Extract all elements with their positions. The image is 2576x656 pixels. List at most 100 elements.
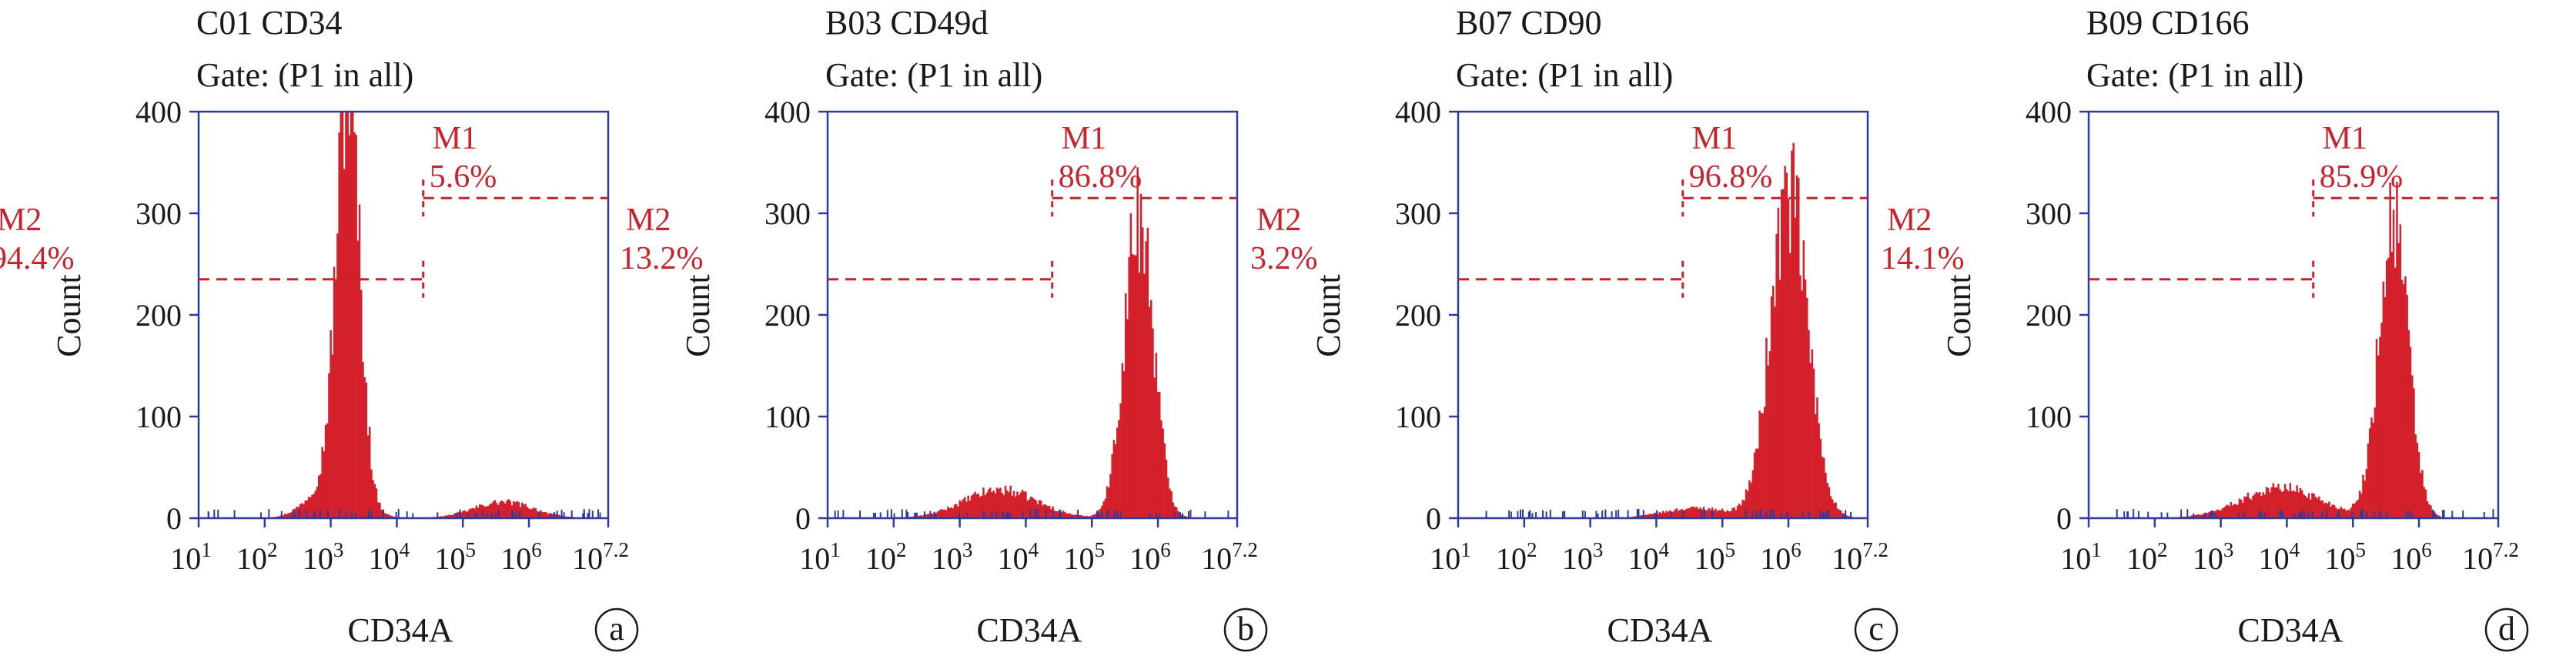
histogram-bar [1657, 514, 1659, 518]
histogram-bar [1026, 500, 1029, 518]
histogram-bar [1832, 499, 1834, 518]
histogram-bar [985, 492, 989, 518]
histogram-bar [2189, 516, 2192, 518]
histogram-bar [1086, 515, 1088, 518]
histogram-bar [543, 512, 546, 518]
histogram-bar [301, 503, 303, 518]
histogram-bar [509, 500, 512, 518]
y-tick-label: 400 [1395, 95, 1441, 129]
histogram-bar [548, 513, 550, 518]
histogram-bar [530, 509, 532, 518]
histogram-bar [307, 497, 310, 518]
histogram-bar [358, 204, 361, 518]
histogram-bar [1647, 514, 1649, 518]
histogram-bar [296, 506, 298, 518]
x-tick-base: 10 [1832, 541, 1862, 576]
histogram-bar [1184, 516, 1186, 518]
histogram-bar [979, 497, 982, 518]
histogram-bar [304, 500, 306, 518]
panel-title: B07 CD90 [1456, 4, 1601, 42]
x-tick-exponent: 4 [1659, 538, 1670, 561]
histogram-bar [1015, 496, 1017, 518]
histogram-bar [451, 514, 454, 518]
x-tick-exponent: 1 [2091, 538, 2102, 561]
histogram-bar [1150, 300, 1153, 518]
x-tick-base: 10 [500, 541, 531, 576]
histogram-bar [380, 510, 383, 518]
histogram-bar [2323, 503, 2326, 518]
y-tick-label: 100 [135, 400, 182, 434]
histogram-bar [1057, 510, 1059, 518]
histogram-bar [1781, 189, 1783, 518]
histogram-bar [947, 507, 949, 518]
histogram-bar [340, 112, 343, 518]
histogram-bar [331, 354, 334, 518]
histogram-bar [1122, 371, 1126, 518]
panel-title: C01 CD34 [196, 4, 342, 42]
histogram-bar [1023, 491, 1025, 518]
histogram-bar [487, 505, 490, 518]
histogram-bar [2403, 284, 2405, 518]
histogram-bar [313, 494, 315, 518]
histogram-bar [1148, 306, 1151, 518]
histogram-bar [2360, 493, 2363, 518]
x-tick-exponent: 1 [201, 538, 212, 561]
histogram-bar [1681, 509, 1683, 518]
histogram-bar [489, 504, 491, 518]
histogram-bar [1736, 505, 1739, 518]
y-tick-label: 300 [1395, 196, 1441, 231]
x-tick-label: 102 [1496, 538, 1537, 576]
histogram-bar [1696, 507, 1698, 518]
histogram-bar [547, 514, 549, 518]
histogram-bar [507, 499, 510, 518]
histogram-bar [2246, 492, 2250, 518]
histogram-bar [2259, 492, 2261, 518]
histogram-bar [2196, 514, 2199, 518]
panel-letter: b [1237, 610, 1254, 648]
x-tick-base: 10 [369, 541, 400, 576]
histogram-bar [1169, 488, 1171, 518]
y-tick-label: 100 [764, 400, 811, 434]
histogram-bar [1733, 507, 1735, 518]
histogram-bar [2280, 491, 2283, 518]
x-tick-label: 107.2 [572, 538, 629, 576]
histogram-bar [1108, 487, 1110, 518]
x-tick-base: 10 [799, 541, 830, 576]
histogram-bar [2374, 407, 2377, 518]
histogram-bar [2306, 497, 2309, 518]
histogram-bar [2238, 498, 2241, 518]
histogram-bar [1643, 515, 1646, 518]
histogram-bar [1094, 514, 1096, 518]
histogram-bar [928, 514, 931, 518]
x-axis-label: CD34A [2238, 611, 2343, 649]
x-tick-exponent: 7.2 [603, 538, 629, 561]
histogram-bar [1118, 420, 1120, 518]
histogram-bar [1799, 275, 1802, 518]
x-tick-base: 10 [2324, 541, 2355, 576]
x-tick-label: 106 [1760, 538, 1802, 576]
histogram-bar [2228, 506, 2230, 518]
y-tick-label: 0 [2056, 501, 2072, 536]
x-tick-base: 10 [2462, 541, 2493, 576]
histogram-bar [1016, 491, 1019, 518]
gate-name: M2 [1887, 202, 1932, 238]
histogram-bar [2417, 451, 2420, 518]
histogram-bar [2289, 483, 2292, 518]
histogram-bar [286, 514, 288, 518]
gate-m2: M294.4% [0, 202, 425, 298]
histogram-bar [457, 512, 459, 518]
histogram-bar [994, 493, 997, 518]
histogram-bar [2220, 510, 2222, 518]
histogram-bar [1664, 512, 1666, 518]
x-tick-exponent: 7.2 [2493, 538, 2519, 561]
histogram-bar [2390, 252, 2394, 518]
histogram-bar [1109, 474, 1112, 518]
histogram-bar [463, 510, 466, 518]
histogram-bar [1775, 233, 1778, 518]
histogram-bar [1067, 513, 1069, 518]
x-tick-exponent: 5 [465, 538, 476, 561]
panel-subtitle: Gate: (P1 in all) [1456, 56, 1673, 94]
histogram-bar [1070, 514, 1073, 518]
histogram-bar [1747, 491, 1749, 518]
